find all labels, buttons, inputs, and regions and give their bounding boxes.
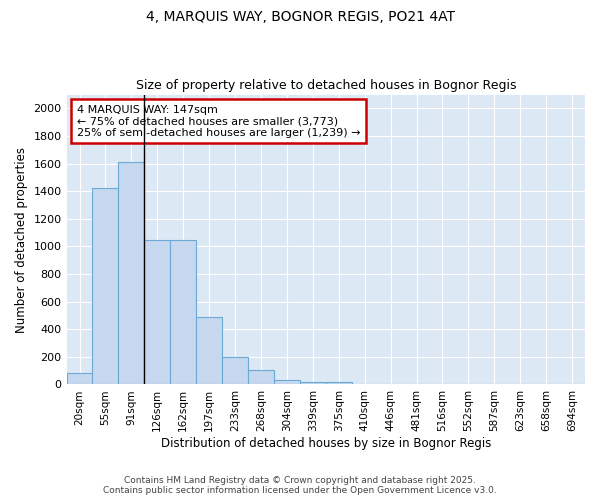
Bar: [274, 380, 300, 384]
Bar: [67, 374, 92, 384]
Bar: [92, 188, 118, 384]
Bar: [118, 162, 145, 384]
Bar: [222, 357, 248, 384]
Text: Contains HM Land Registry data © Crown copyright and database right 2025.
Contai: Contains HM Land Registry data © Crown c…: [103, 476, 497, 495]
Bar: [196, 317, 222, 384]
X-axis label: Distribution of detached houses by size in Bognor Regis: Distribution of detached houses by size …: [161, 437, 491, 450]
Bar: [248, 370, 274, 384]
Bar: [326, 382, 352, 384]
Bar: [145, 240, 170, 384]
Bar: [300, 382, 326, 384]
Y-axis label: Number of detached properties: Number of detached properties: [15, 146, 28, 332]
Text: 4, MARQUIS WAY, BOGNOR REGIS, PO21 4AT: 4, MARQUIS WAY, BOGNOR REGIS, PO21 4AT: [146, 10, 455, 24]
Title: Size of property relative to detached houses in Bognor Regis: Size of property relative to detached ho…: [136, 79, 516, 92]
Text: 4 MARQUIS WAY: 147sqm
← 75% of detached houses are smaller (3,773)
25% of semi-d: 4 MARQUIS WAY: 147sqm ← 75% of detached …: [77, 104, 361, 138]
Bar: [170, 240, 196, 384]
